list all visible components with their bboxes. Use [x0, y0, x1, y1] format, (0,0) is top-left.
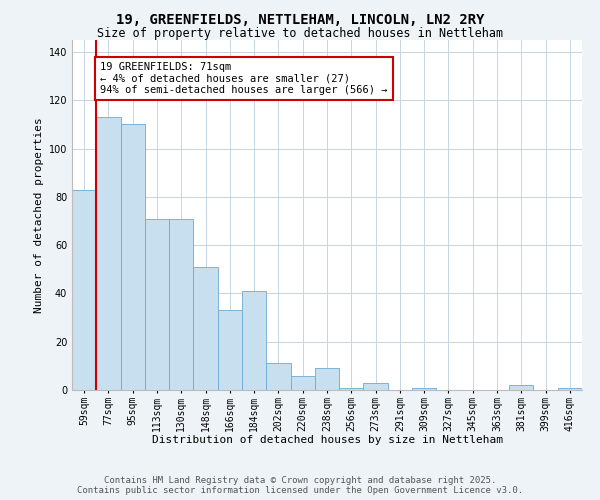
Bar — [96, 117, 121, 390]
X-axis label: Distribution of detached houses by size in Nettleham: Distribution of detached houses by size … — [151, 435, 503, 445]
Text: Size of property relative to detached houses in Nettleham: Size of property relative to detached ho… — [97, 28, 503, 40]
Bar — [412, 388, 436, 390]
Bar — [72, 190, 96, 390]
Bar — [364, 383, 388, 390]
Bar — [558, 388, 582, 390]
Bar — [266, 364, 290, 390]
Bar — [242, 291, 266, 390]
Bar — [121, 124, 145, 390]
Bar — [145, 218, 169, 390]
Bar — [315, 368, 339, 390]
Bar — [509, 385, 533, 390]
Bar — [339, 388, 364, 390]
Text: 19, GREENFIELDS, NETTLEHAM, LINCOLN, LN2 2RY: 19, GREENFIELDS, NETTLEHAM, LINCOLN, LN2… — [116, 12, 484, 26]
Text: Contains HM Land Registry data © Crown copyright and database right 2025.
Contai: Contains HM Land Registry data © Crown c… — [77, 476, 523, 495]
Bar — [169, 218, 193, 390]
Bar — [218, 310, 242, 390]
Text: 19 GREENFIELDS: 71sqm
← 4% of detached houses are smaller (27)
94% of semi-detac: 19 GREENFIELDS: 71sqm ← 4% of detached h… — [100, 62, 388, 95]
Bar — [193, 267, 218, 390]
Y-axis label: Number of detached properties: Number of detached properties — [34, 117, 44, 313]
Bar — [290, 376, 315, 390]
